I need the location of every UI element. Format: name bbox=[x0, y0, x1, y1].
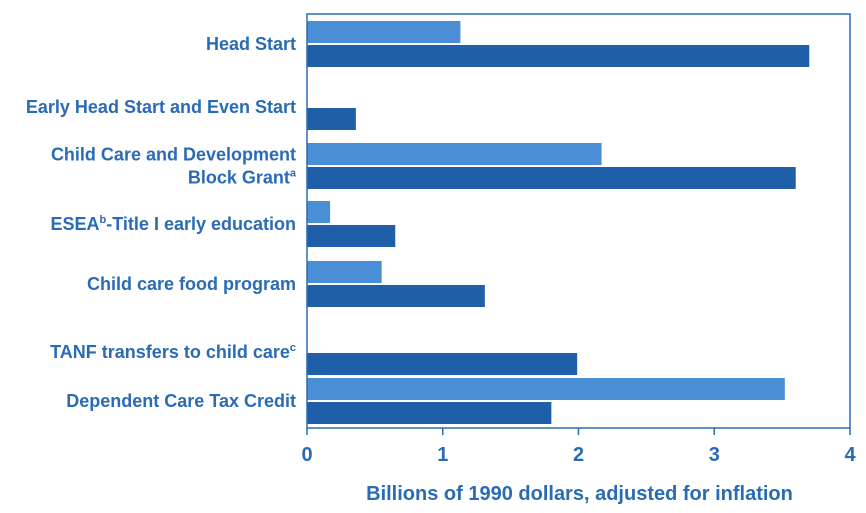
bar-s2-c2 bbox=[307, 108, 356, 130]
x-tick-label-3: 3 bbox=[709, 444, 720, 466]
category-label-5: Child care food program bbox=[87, 274, 296, 294]
axis-layer: 0 1 2 3 4 bbox=[301, 13, 856, 466]
bar-s2-c6 bbox=[307, 353, 578, 375]
bar-s2-c5 bbox=[307, 285, 485, 307]
bar-s2-c1 bbox=[307, 45, 810, 67]
x-tick-label-2: 2 bbox=[573, 444, 584, 466]
x-tick-label-1: 1 bbox=[437, 444, 448, 466]
category-label-4: ESEAb-Title I early education bbox=[51, 214, 297, 234]
x-tick-label-4: 4 bbox=[844, 444, 856, 466]
bar-s1-c1 bbox=[307, 21, 461, 43]
category-label-6: TANF transfers to child carec bbox=[50, 342, 296, 362]
bar-s1-c3 bbox=[307, 143, 602, 165]
bar-s1-c7 bbox=[307, 378, 785, 400]
bar-s2-c3 bbox=[307, 167, 796, 189]
category-label-7: Dependent Care Tax Credit bbox=[66, 391, 296, 411]
category-label-2: Early Head Start and Even Start bbox=[26, 97, 296, 117]
category-label-3-line-2: Block Granta bbox=[188, 168, 297, 188]
x-tick-label-0: 0 bbox=[301, 444, 312, 466]
bar-s1-c4 bbox=[307, 201, 331, 223]
labels-layer: Head Start Early Head Start and Even Star… bbox=[26, 34, 297, 411]
category-label-3-line-1: Child Care and Development bbox=[51, 145, 296, 165]
x-axis-title: Billions of 1990 dollars, adjusted for i… bbox=[366, 483, 793, 505]
bar-s1-c5 bbox=[307, 261, 382, 283]
bars-layer bbox=[307, 21, 810, 424]
bar-s2-c4 bbox=[307, 225, 396, 247]
bar-s2-c7 bbox=[307, 402, 552, 424]
category-label-1: Head Start bbox=[206, 34, 296, 54]
